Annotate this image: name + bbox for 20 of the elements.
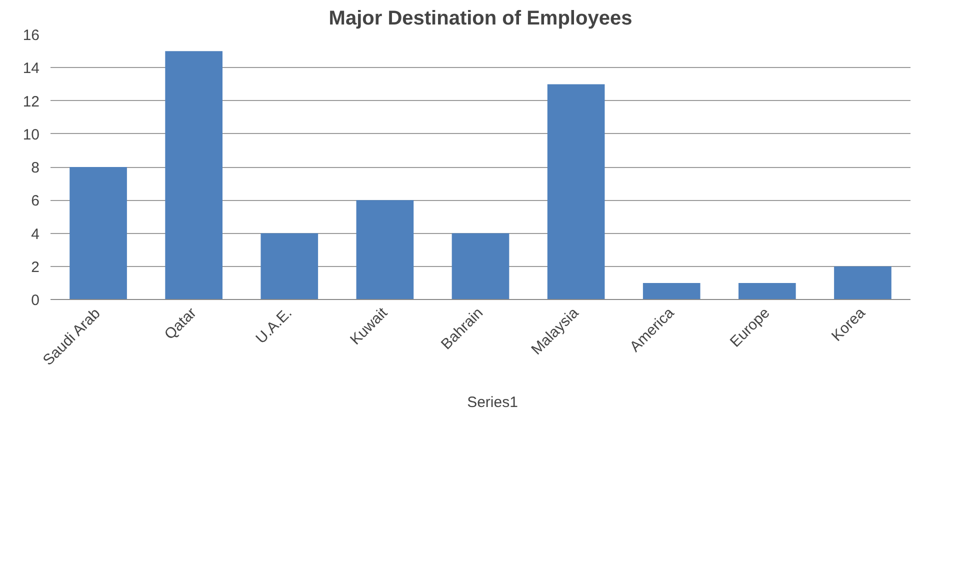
y-tick-label: 6 bbox=[31, 192, 40, 210]
y-tick-label: 10 bbox=[22, 126, 40, 144]
y-tick-label: 14 bbox=[22, 60, 40, 78]
y-tick-label: 2 bbox=[31, 258, 40, 276]
y-tick-label: 12 bbox=[22, 93, 40, 110]
bar bbox=[260, 233, 318, 300]
y-tick-label: 4 bbox=[31, 226, 40, 243]
y-tick-label: 0 bbox=[31, 292, 40, 309]
bar bbox=[834, 266, 892, 300]
bar bbox=[70, 167, 127, 300]
bar bbox=[452, 233, 510, 300]
bar bbox=[547, 84, 605, 300]
text: Series1 bbox=[467, 394, 518, 410]
bar bbox=[356, 200, 414, 300]
chart-title: Major Destination of Employees bbox=[328, 8, 632, 30]
y-tick-label: 16 bbox=[22, 27, 40, 44]
bar bbox=[642, 282, 700, 300]
bar bbox=[738, 282, 796, 300]
bar bbox=[165, 51, 222, 300]
y-tick-label: 8 bbox=[31, 160, 40, 176]
